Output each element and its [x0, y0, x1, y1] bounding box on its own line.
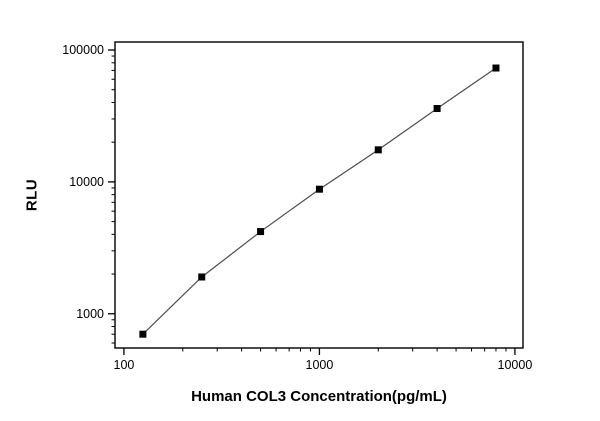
x-tick-label: 10000 [498, 358, 533, 372]
data-point-marker [374, 146, 382, 154]
data-point-marker [492, 64, 500, 72]
data-point-marker [257, 228, 265, 236]
y-axis-title: RLU [23, 178, 41, 212]
data-point-marker [139, 330, 147, 338]
y-tick-label: 1000 [76, 307, 104, 321]
x-axis-title: Human COL3 Concentration(pg/mL) [191, 388, 447, 405]
x-tick-label: 1000 [306, 358, 334, 372]
y-tick-label: 10000 [69, 175, 104, 189]
data-point-marker [433, 105, 441, 113]
axis-frame [114, 41, 524, 349]
y-tick-label: 100000 [62, 43, 104, 57]
data-point-marker [315, 185, 323, 193]
x-tick-label: 100 [114, 358, 135, 372]
data-point-marker [198, 273, 206, 281]
